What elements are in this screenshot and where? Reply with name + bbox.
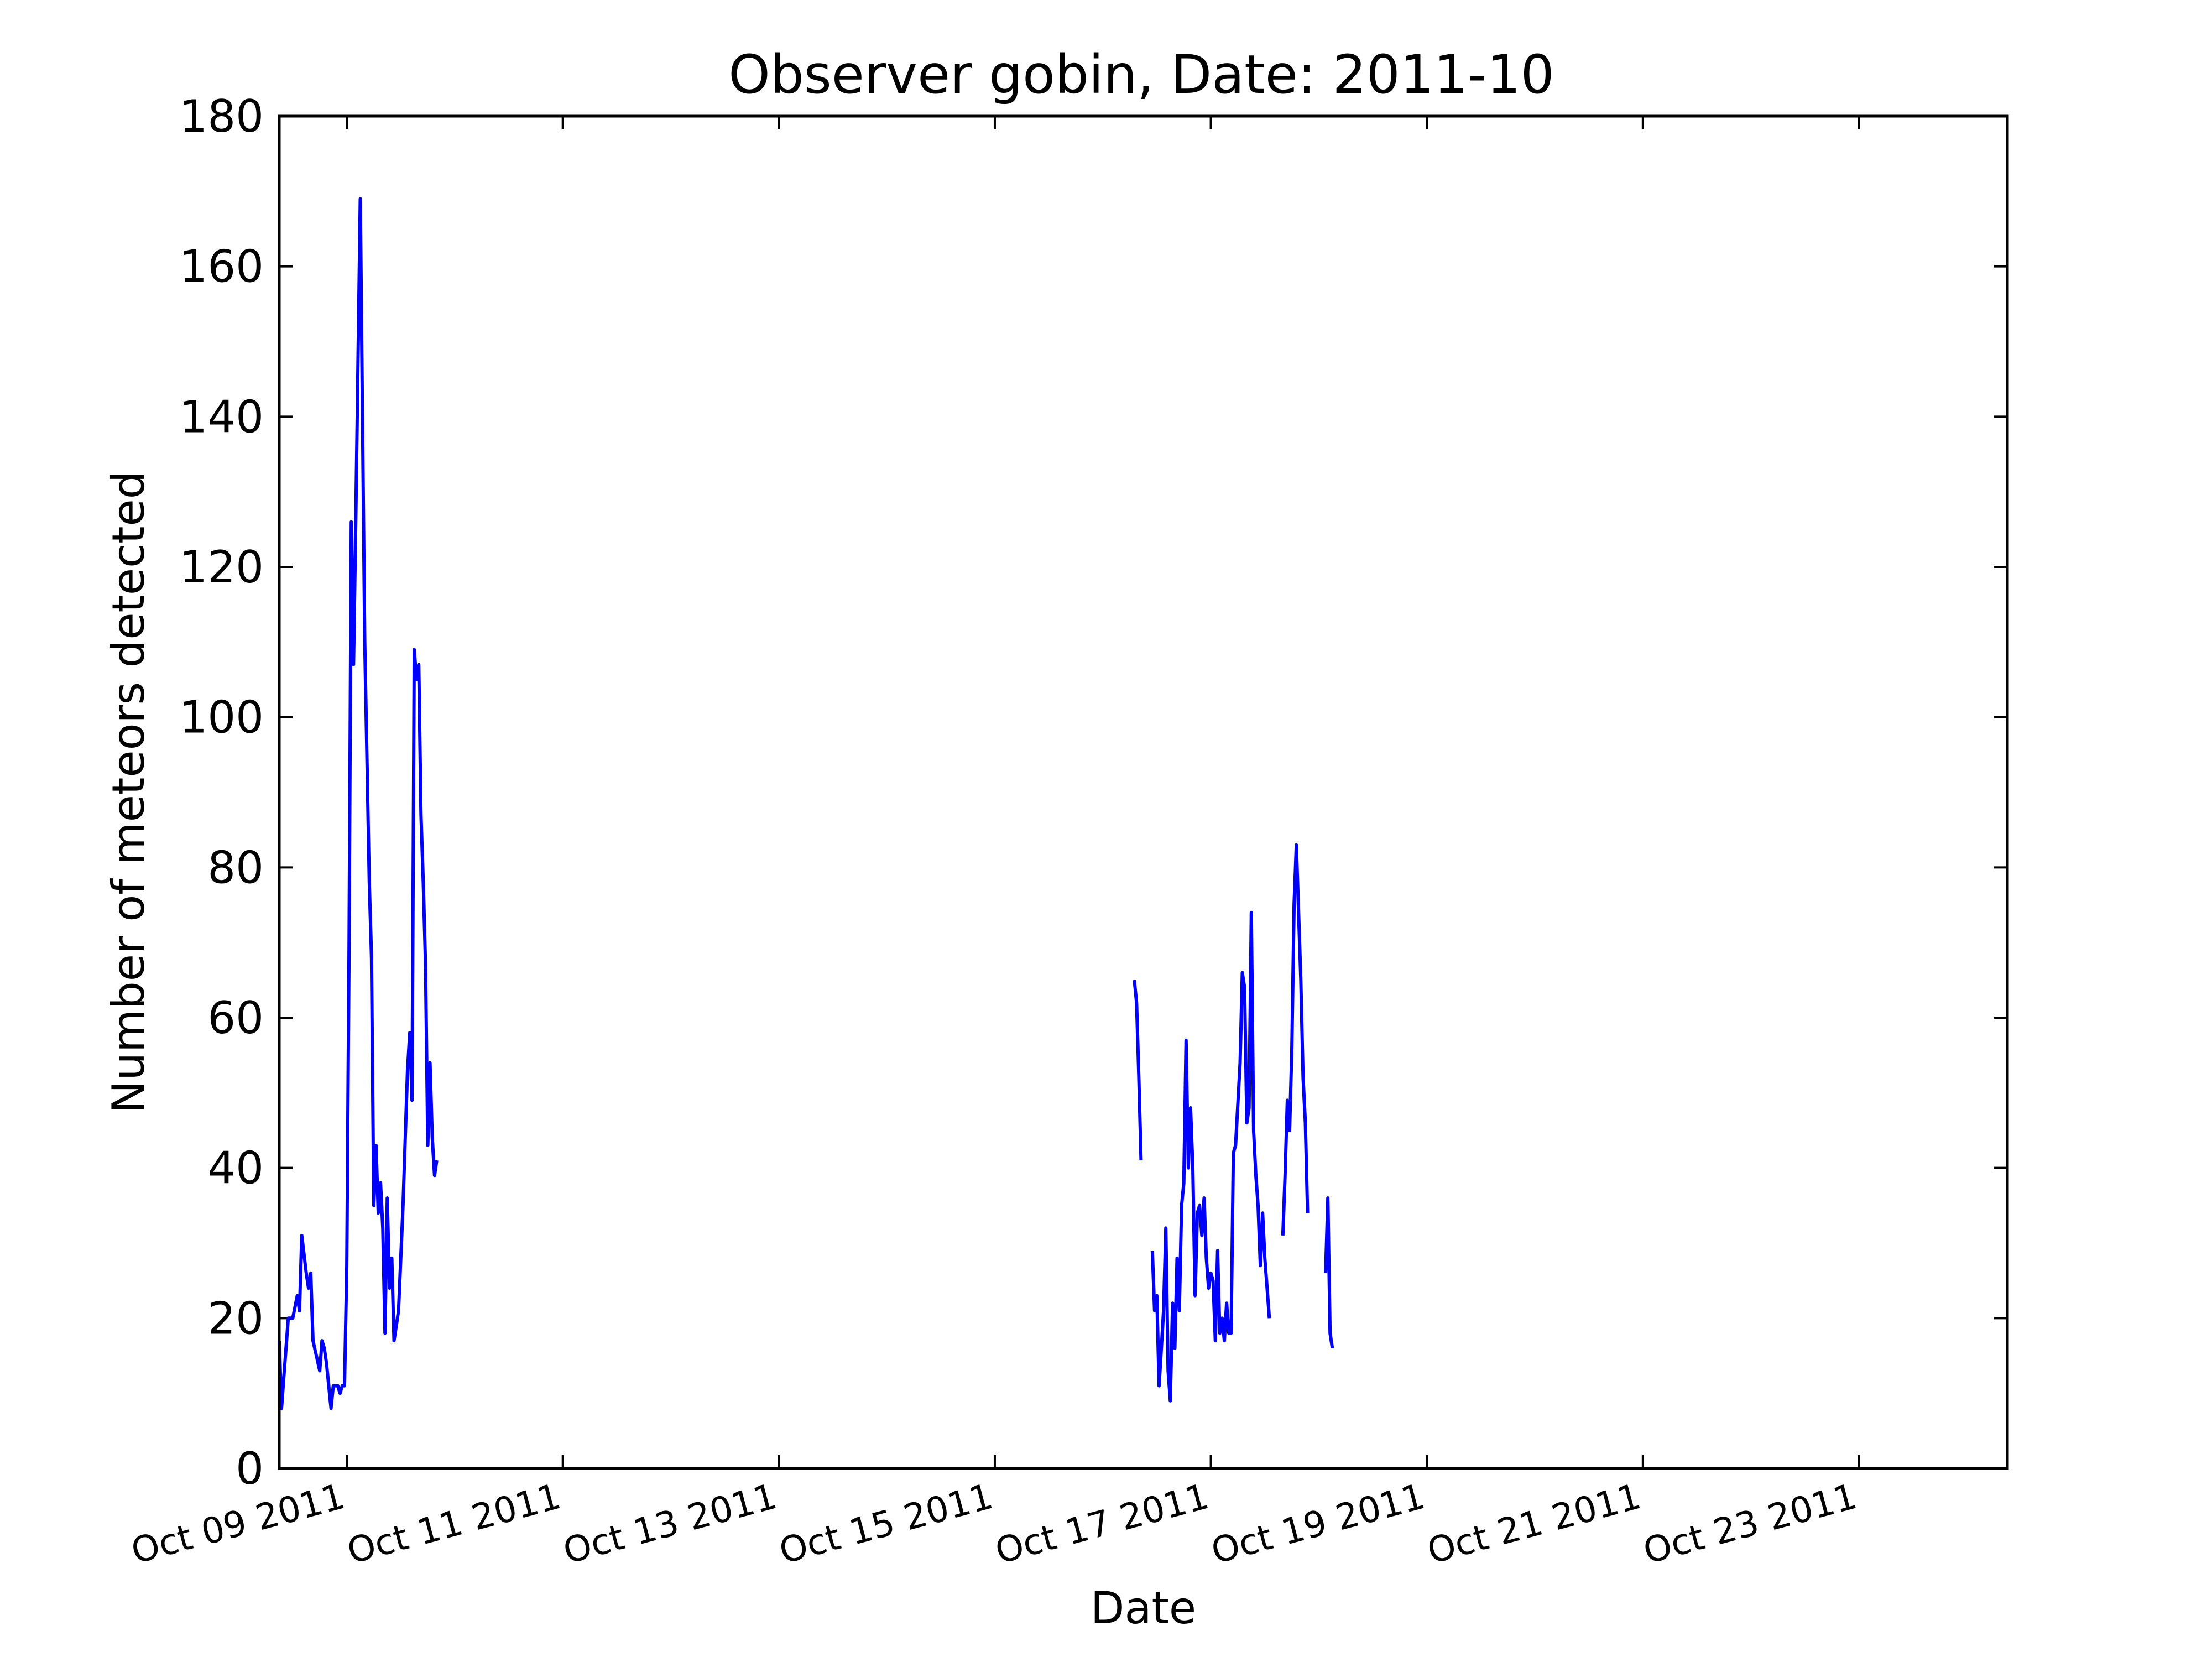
- y-tick-label: 100: [179, 692, 264, 743]
- y-tick-label: 160: [179, 241, 264, 293]
- y-axis: 0 20 40 60 80 100 120 140 160 180: [179, 91, 2007, 1494]
- series-layer: [278, 197, 1334, 1410]
- y-tick-label: 40: [207, 1143, 264, 1194]
- series-line-segment: [1150, 910, 1271, 1403]
- plot-area-frame: [278, 114, 2009, 1470]
- chart-title: Observer gobin, Date: 2011-10: [728, 44, 1554, 106]
- y-tick-label: 180: [179, 91, 264, 142]
- y-tick-label: 120: [179, 541, 264, 593]
- x-axis-label: Date: [1091, 1582, 1196, 1634]
- series-line-segment: [1281, 843, 1310, 1236]
- y-tick-label: 0: [236, 1443, 264, 1494]
- y-tick-label: 20: [207, 1293, 264, 1344]
- series-line-segment: [1324, 1196, 1334, 1349]
- y-tick-label: 140: [179, 391, 264, 442]
- y-axis-label: Number of meteors detected: [103, 471, 154, 1114]
- y-tick-label: 60: [207, 992, 264, 1044]
- series-line-segment: [1133, 980, 1143, 1161]
- series-line-segment: [278, 197, 439, 1410]
- y-tick-label: 80: [207, 842, 264, 893]
